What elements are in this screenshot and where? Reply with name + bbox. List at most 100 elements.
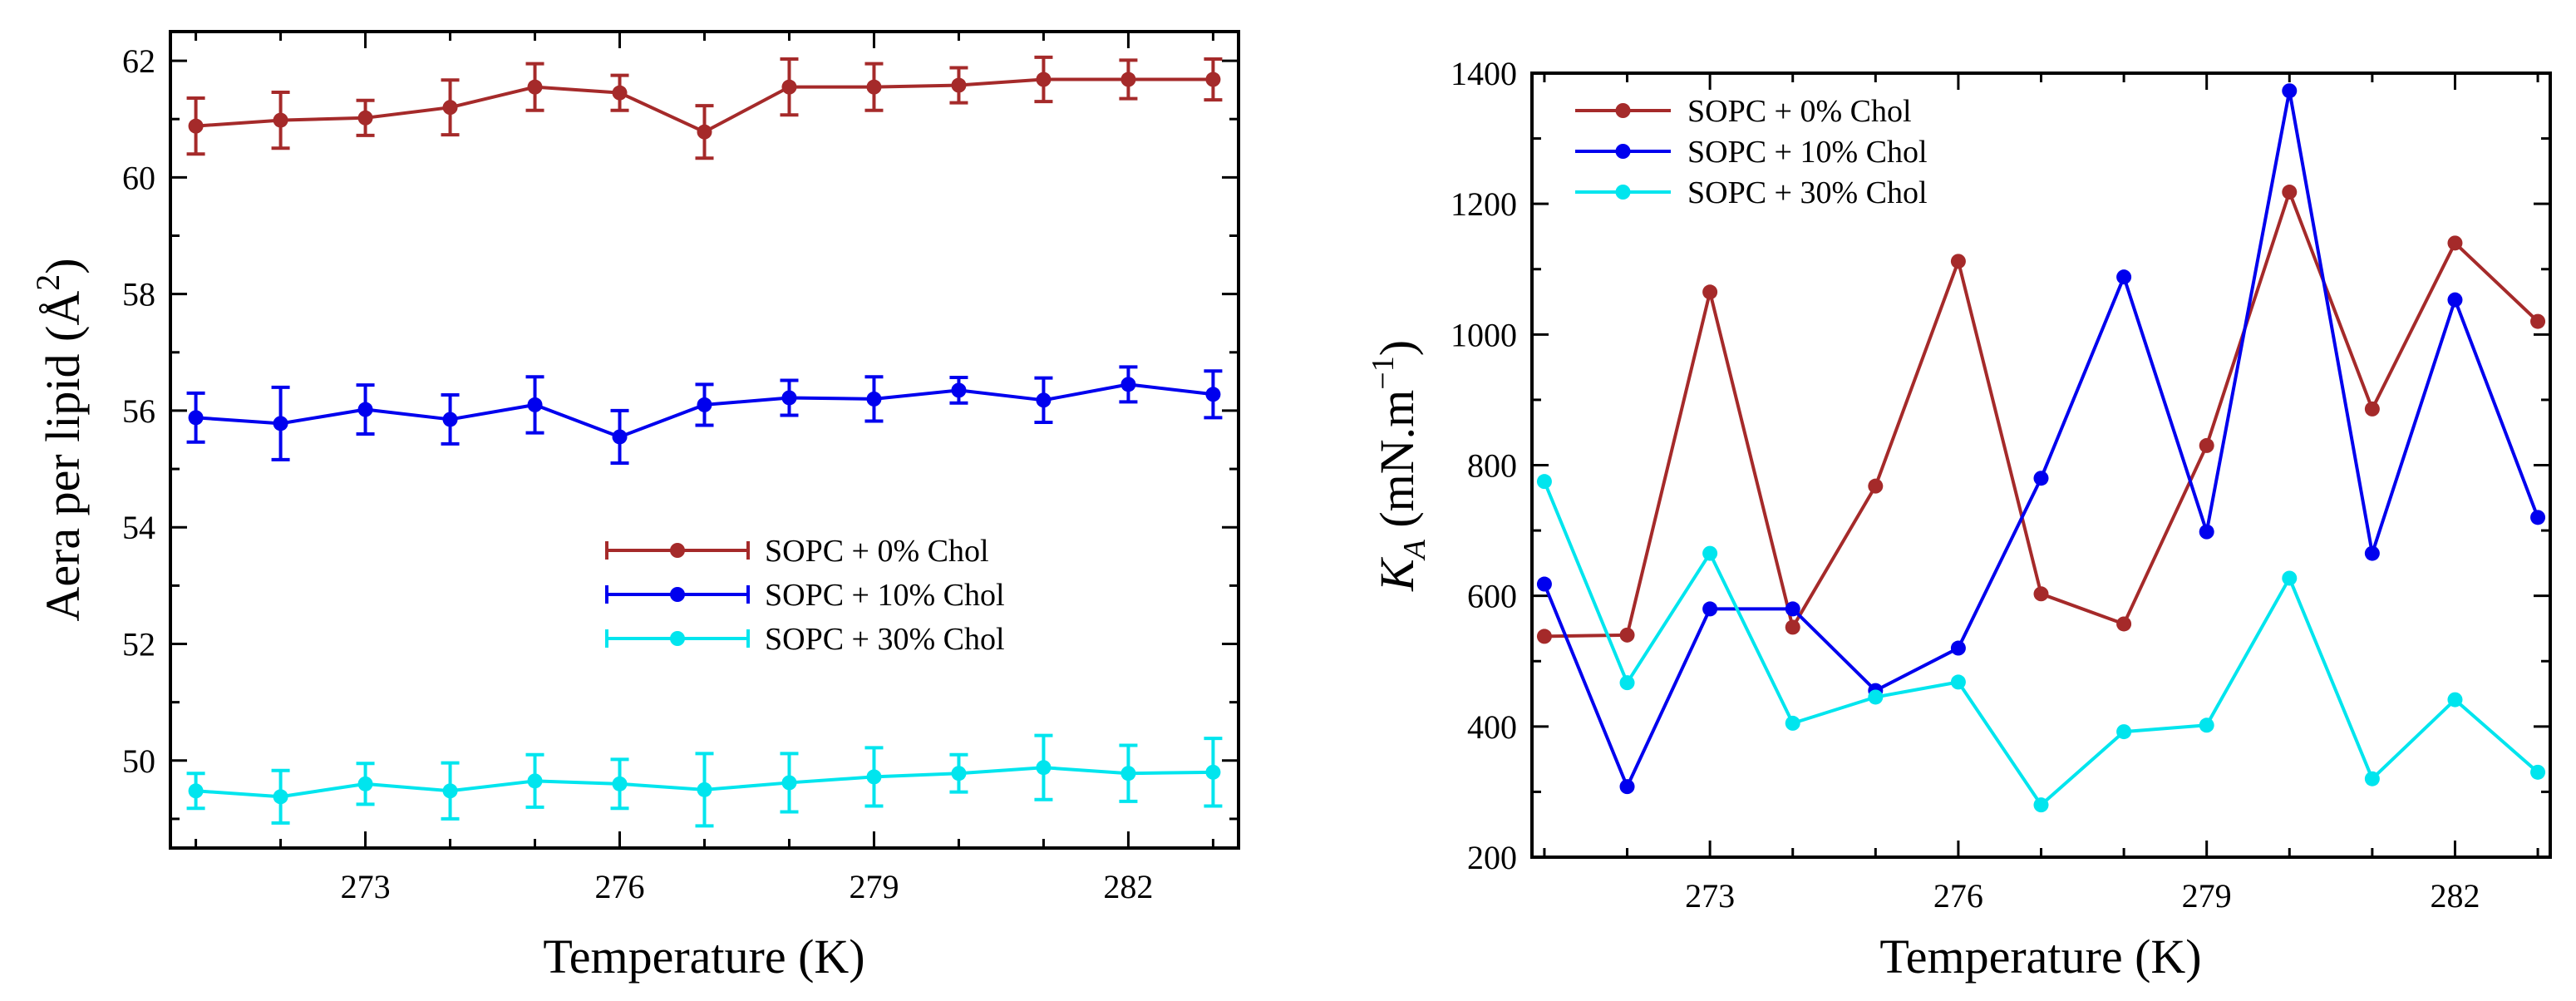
data-point xyxy=(442,100,458,116)
data-point xyxy=(1702,545,1718,561)
data-point xyxy=(1205,387,1221,402)
y-tick-label: 56 xyxy=(122,392,155,430)
data-point xyxy=(273,789,288,805)
data-point xyxy=(1536,474,1552,490)
y-tick-label: 800 xyxy=(1467,447,1517,485)
data-point xyxy=(2199,437,2214,453)
data-point xyxy=(1036,72,1052,87)
area-compressibility-chart: 273 276 279 282 200 400 600 800 1000 1200 1400 Te… xyxy=(1366,55,2552,984)
data-point xyxy=(697,782,712,797)
y-tick-label: 1000 xyxy=(1451,316,1517,353)
data-point xyxy=(781,79,797,95)
data-point xyxy=(2282,83,2298,99)
legend-label: SOPC + 30% Chol xyxy=(1687,175,1928,210)
y-tick-label: 200 xyxy=(1467,839,1517,876)
point-group xyxy=(1536,83,2546,813)
error-bar-group xyxy=(186,55,1223,828)
data-point xyxy=(2033,586,2049,602)
y-tick-label: 52 xyxy=(122,626,155,663)
legend-marker xyxy=(670,631,685,646)
data-point xyxy=(1868,478,1884,494)
y-tick-label: 400 xyxy=(1467,708,1517,746)
x-tick-label: 276 xyxy=(1933,877,1983,915)
data-point xyxy=(1702,601,1718,617)
legend-item: SOPC + 30% Chol xyxy=(1575,175,1928,210)
data-point xyxy=(2447,292,2463,308)
x-tick-label: 276 xyxy=(595,868,645,905)
data-point xyxy=(1205,764,1221,780)
data-point xyxy=(1950,640,1966,656)
tick-group xyxy=(170,32,1239,848)
data-point xyxy=(442,783,458,799)
data-point xyxy=(1785,601,1800,617)
data-point xyxy=(2530,313,2546,329)
data-point xyxy=(527,397,543,412)
data-point xyxy=(2199,524,2214,540)
legend-label: SOPC + 0% Chol xyxy=(1687,94,1912,129)
legend-item: SOPC + 30% Chol xyxy=(605,622,1005,657)
data-point xyxy=(1868,689,1884,705)
y-axis-title: Aera per lipid (Å2) xyxy=(29,258,90,621)
data-point xyxy=(697,124,712,140)
x-axis-title: Temperature (K) xyxy=(543,930,864,984)
data-point xyxy=(1785,619,1800,635)
y-tick-label: 50 xyxy=(122,742,155,780)
area-per-lipid-chart: 273 276 279 282 50 52 54 56 58 60 62 Temperature … xyxy=(29,30,1240,984)
legend-marker xyxy=(1615,103,1631,118)
y-axis-title-space xyxy=(1370,528,1424,540)
tick-group xyxy=(1532,72,2550,859)
legend-marker xyxy=(1615,185,1631,200)
data-point xyxy=(1036,760,1052,776)
data-point xyxy=(2033,797,2049,813)
data-point xyxy=(188,783,204,799)
x-tick-label: 282 xyxy=(2430,877,2480,915)
data-point xyxy=(2447,235,2463,251)
y-axis-title: KA (mN.m−1) xyxy=(1366,340,1432,592)
y-tick-label: 54 xyxy=(122,509,155,546)
data-point xyxy=(951,382,967,398)
data-point xyxy=(866,79,882,95)
data-point xyxy=(1950,674,1966,690)
data-point xyxy=(2364,545,2380,561)
data-point xyxy=(612,429,628,445)
data-point xyxy=(2364,401,2380,417)
legend-marker xyxy=(1615,144,1631,159)
legend-item: SOPC + 0% Chol xyxy=(605,534,989,569)
data-point xyxy=(357,776,373,791)
data-point xyxy=(2530,764,2546,780)
data-point xyxy=(1121,377,1136,392)
data-point xyxy=(357,110,373,126)
legend-marker xyxy=(670,543,685,558)
data-point xyxy=(273,112,288,128)
legend-label: SOPC + 10% Chol xyxy=(765,578,1005,613)
legend-label: SOPC + 0% Chol xyxy=(765,534,989,569)
legend-label: SOPC + 30% Chol xyxy=(765,622,1005,657)
data-point xyxy=(866,769,882,785)
data-point xyxy=(1702,284,1718,300)
data-point xyxy=(188,410,204,426)
data-point xyxy=(527,79,543,95)
y-axis-title-symbol: K xyxy=(1370,556,1424,592)
y-tick-label: 60 xyxy=(122,159,155,196)
data-point xyxy=(2530,510,2546,525)
y-axis-title-sup: −1 xyxy=(1366,356,1401,389)
data-point xyxy=(2116,616,2132,632)
data-point xyxy=(1785,715,1800,731)
y-tick-label: 62 xyxy=(122,42,155,80)
data-point xyxy=(1619,627,1635,643)
y-tick-label: 600 xyxy=(1467,578,1517,615)
data-point xyxy=(1121,72,1136,87)
y-axis-title-sub: A xyxy=(1397,539,1432,561)
data-point xyxy=(2282,570,2298,586)
data-point xyxy=(2282,185,2298,200)
legend-item: SOPC + 10% Chol xyxy=(1575,135,1928,170)
y-tick-label: 1400 xyxy=(1451,55,1517,92)
data-point xyxy=(951,766,967,782)
series-line xyxy=(1544,190,2539,639)
x-tick-label-group: 273 276 279 282 xyxy=(1685,877,2480,915)
data-point xyxy=(697,397,712,412)
legend: SOPC + 0% Chol SOPC + 10% Chol SOPC + 30% … xyxy=(605,534,1005,657)
data-point xyxy=(781,775,797,791)
data-point xyxy=(2033,471,2049,486)
y-axis-title-paren-open: ( xyxy=(36,326,90,354)
